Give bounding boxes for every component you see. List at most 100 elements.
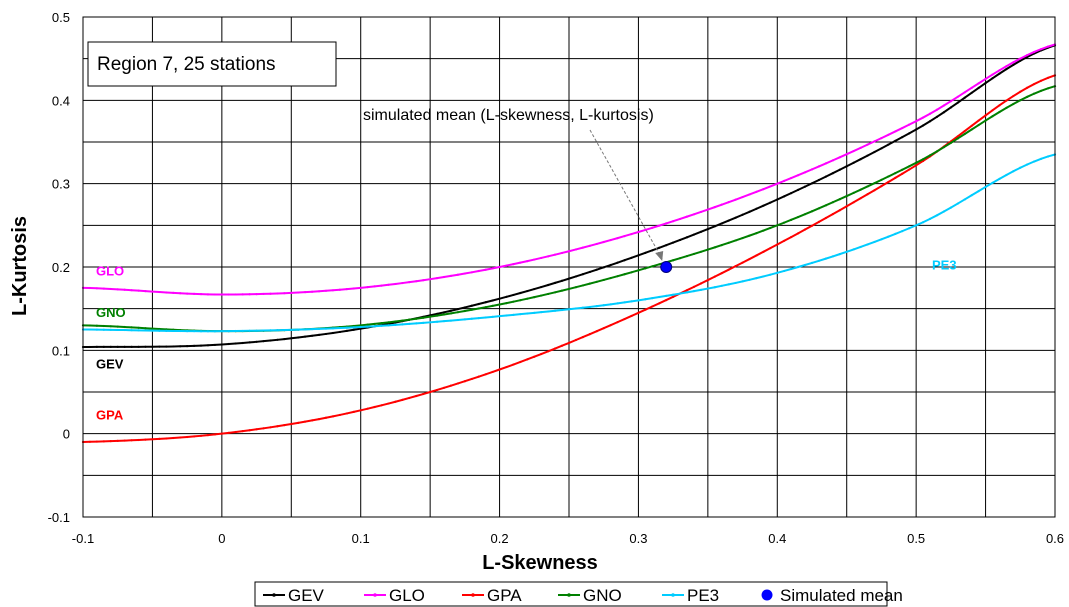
series-marker-gev bbox=[463, 306, 466, 309]
series-marker-gev bbox=[505, 295, 508, 298]
series-marker-glo bbox=[810, 168, 814, 171]
series-marker-pe3 bbox=[699, 288, 703, 291]
series-marker-gev bbox=[921, 124, 925, 127]
series-markers-glo bbox=[81, 43, 1057, 296]
annotation-arrowhead bbox=[655, 251, 664, 261]
simulated-mean-annotation: simulated mean (L-skewness, L-kurtosis) bbox=[363, 107, 654, 124]
series-marker-gpa bbox=[477, 375, 480, 378]
series-marker-pe3 bbox=[734, 281, 737, 285]
series-marker-gno bbox=[609, 276, 612, 280]
x-tick-label: -0.1 bbox=[72, 531, 94, 546]
series-marker-gno bbox=[720, 244, 723, 247]
series-marker-glo bbox=[783, 179, 786, 182]
series-marker-pe3 bbox=[762, 275, 765, 278]
series-marker-gpa bbox=[651, 305, 654, 308]
series-marker-pe3 bbox=[741, 280, 744, 283]
series-marker-pe3 bbox=[1033, 160, 1036, 163]
series-marker-pe3 bbox=[887, 235, 890, 238]
series-marker-gno bbox=[935, 150, 939, 153]
series-marker-gno bbox=[1012, 102, 1015, 106]
series-marker-gpa bbox=[1046, 76, 1050, 79]
series-marker-glo bbox=[790, 176, 793, 180]
series-marker-pe3 bbox=[345, 326, 348, 329]
series-marker-glo bbox=[824, 162, 827, 165]
series-marker-glo bbox=[470, 271, 473, 274]
series-marker-gev bbox=[137, 345, 140, 348]
series-marker-gno bbox=[512, 300, 515, 303]
y-axis-title: L-Kurtosis bbox=[9, 216, 31, 316]
series-marker-gpa bbox=[665, 298, 668, 302]
series-marker-glo bbox=[908, 123, 911, 126]
series-marker-gpa bbox=[199, 434, 203, 437]
series-marker-glo bbox=[276, 292, 279, 295]
series-markers-gev bbox=[81, 44, 1057, 349]
series-marker-gev bbox=[248, 341, 251, 344]
series-marker-pe3 bbox=[102, 328, 105, 331]
series-marker-glo bbox=[401, 281, 404, 285]
series-marker-glo bbox=[1046, 45, 1050, 48]
series-marker-pe3 bbox=[387, 324, 390, 327]
series-marker-gpa bbox=[540, 352, 543, 356]
series-marker-pe3 bbox=[915, 224, 918, 227]
series-marker-pe3 bbox=[790, 267, 793, 271]
series-marker-gpa bbox=[366, 407, 369, 410]
series-marker-glo bbox=[88, 286, 92, 290]
series-marker-pe3 bbox=[678, 292, 682, 295]
series-marker-gno bbox=[956, 137, 959, 140]
series-marker-gno bbox=[408, 318, 411, 321]
series-marker-gpa bbox=[311, 419, 314, 422]
series-marker-gno bbox=[755, 232, 758, 235]
series-marker-gev bbox=[658, 246, 661, 249]
series-marker-pe3 bbox=[651, 297, 654, 300]
series-marker-gev bbox=[165, 345, 168, 348]
series-marker-gpa bbox=[519, 360, 522, 364]
y-tick-label: 0.2 bbox=[52, 260, 70, 275]
series-marker-gpa bbox=[172, 436, 175, 440]
series-marker-glo bbox=[338, 288, 341, 291]
series-marker-gno bbox=[991, 115, 994, 118]
series-marker-glo bbox=[984, 77, 987, 81]
series-marker-pe3 bbox=[560, 308, 564, 312]
series-marker-pe3 bbox=[623, 301, 626, 304]
series-marker-glo bbox=[158, 290, 161, 294]
series-marker-gpa bbox=[616, 321, 619, 324]
series-marker-gev bbox=[213, 343, 217, 347]
series-marker-pe3 bbox=[1019, 166, 1022, 169]
series-marker-gpa bbox=[1019, 90, 1022, 93]
series-marker-gev bbox=[1005, 68, 1008, 71]
series-marker-gev bbox=[324, 332, 328, 336]
series-marker-glo bbox=[921, 116, 925, 119]
series-marker-glo bbox=[297, 291, 300, 294]
series-marker-pe3 bbox=[942, 210, 946, 213]
series-marker-glo bbox=[1026, 54, 1029, 57]
series-marker-gpa bbox=[165, 437, 168, 440]
series-marker-gev bbox=[88, 345, 92, 349]
series-marker-gpa bbox=[352, 410, 355, 414]
series-marker-gpa bbox=[456, 382, 460, 385]
series-marker-gpa bbox=[1040, 79, 1043, 82]
series-marker-glo bbox=[852, 149, 855, 153]
series-marker-glo bbox=[317, 290, 321, 293]
series-marker-gno bbox=[463, 309, 466, 313]
series-marker-gpa bbox=[644, 308, 647, 311]
series-marker-gpa bbox=[1033, 82, 1036, 86]
series-marker-gev bbox=[199, 344, 203, 347]
series-marker-gpa bbox=[734, 265, 737, 268]
series-marker-gno bbox=[880, 178, 883, 181]
series-marker-pe3 bbox=[998, 177, 1001, 180]
series-marker-gpa bbox=[512, 363, 515, 366]
series-marker-pe3 bbox=[880, 238, 883, 241]
series-marker-gno bbox=[540, 294, 543, 297]
series-marker-gev bbox=[498, 297, 501, 300]
series-marker-pe3 bbox=[901, 230, 904, 233]
series-marker-pe3 bbox=[783, 269, 786, 273]
simulated-mean-point bbox=[660, 261, 673, 273]
series-marker-pe3 bbox=[574, 307, 578, 310]
series-marker-gpa bbox=[435, 388, 439, 392]
series-marker-gev bbox=[206, 344, 210, 347]
series-marker-gno bbox=[366, 323, 369, 326]
series-marker-glo bbox=[915, 120, 918, 123]
series-marker-pe3 bbox=[526, 312, 529, 315]
series-marker-gno bbox=[727, 241, 730, 244]
series-marker-gev bbox=[748, 210, 751, 213]
